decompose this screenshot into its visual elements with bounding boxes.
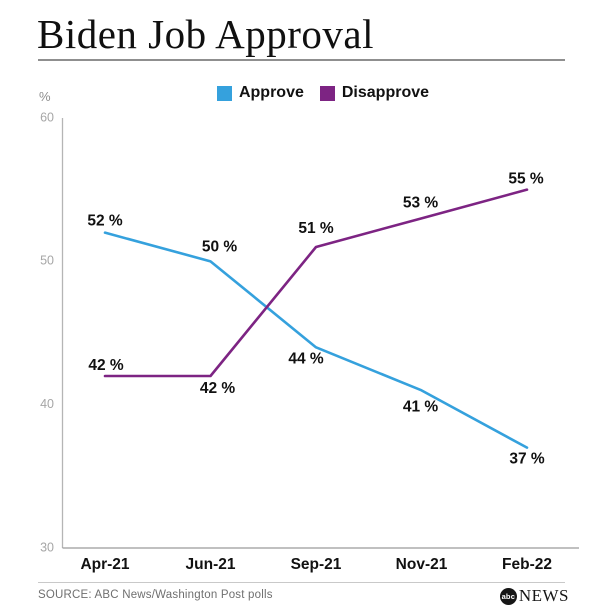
- approve-data-label: 41 %: [403, 398, 439, 415]
- approve-swatch-icon: [216, 85, 232, 101]
- disapprove-line: [103, 188, 529, 378]
- legend-item-disapprove: Disapprove: [319, 84, 430, 102]
- news-wordmark: NEWS: [518, 586, 569, 605]
- approve-data-label: 44 %: [288, 350, 324, 367]
- disapprove-data-label: 51 %: [298, 220, 334, 237]
- x-tick-label: Apr-21: [80, 556, 129, 573]
- footer-divider: [38, 582, 565, 583]
- y-tick-label: 50: [40, 254, 54, 268]
- x-tick-label: Sep-21: [291, 556, 342, 573]
- abc-logo-icon: abc: [499, 587, 517, 605]
- approve-data-label: 52 %: [87, 213, 123, 230]
- y-axis-unit-label: %: [39, 89, 51, 104]
- page-title: Biden Job Approval: [37, 11, 374, 57]
- approve-line: [103, 231, 529, 449]
- abc-news-logo: abc NEWS: [499, 586, 569, 606]
- y-tick-label: 60: [40, 110, 54, 124]
- x-tick-label: Feb-22: [502, 556, 552, 573]
- chart-legend: Approve Disapprove: [38, 84, 608, 102]
- disapprove-data-label: 53 %: [403, 194, 439, 211]
- approve-data-label: 50 %: [202, 238, 238, 255]
- source-credit: SOURCE: ABC News/Washington Post polls: [38, 589, 273, 601]
- approve-data-label: 37 %: [509, 451, 545, 468]
- disapprove-data-label: 55 %: [508, 171, 544, 188]
- legend-label-disapprove: Disapprove: [341, 84, 430, 101]
- disapprove-data-label: 42 %: [200, 380, 236, 397]
- y-tick-label: 30: [40, 540, 54, 554]
- x-tick-label: Nov-21: [396, 556, 448, 573]
- title-divider: [38, 59, 565, 61]
- legend-item-approve: Approve: [216, 84, 304, 102]
- legend-label-approve: Approve: [238, 84, 304, 101]
- disapprove-data-label: 42 %: [88, 357, 124, 374]
- x-tick-label: Jun-21: [186, 556, 236, 573]
- disapprove-swatch-icon: [319, 85, 335, 101]
- y-tick-label: 40: [40, 397, 54, 411]
